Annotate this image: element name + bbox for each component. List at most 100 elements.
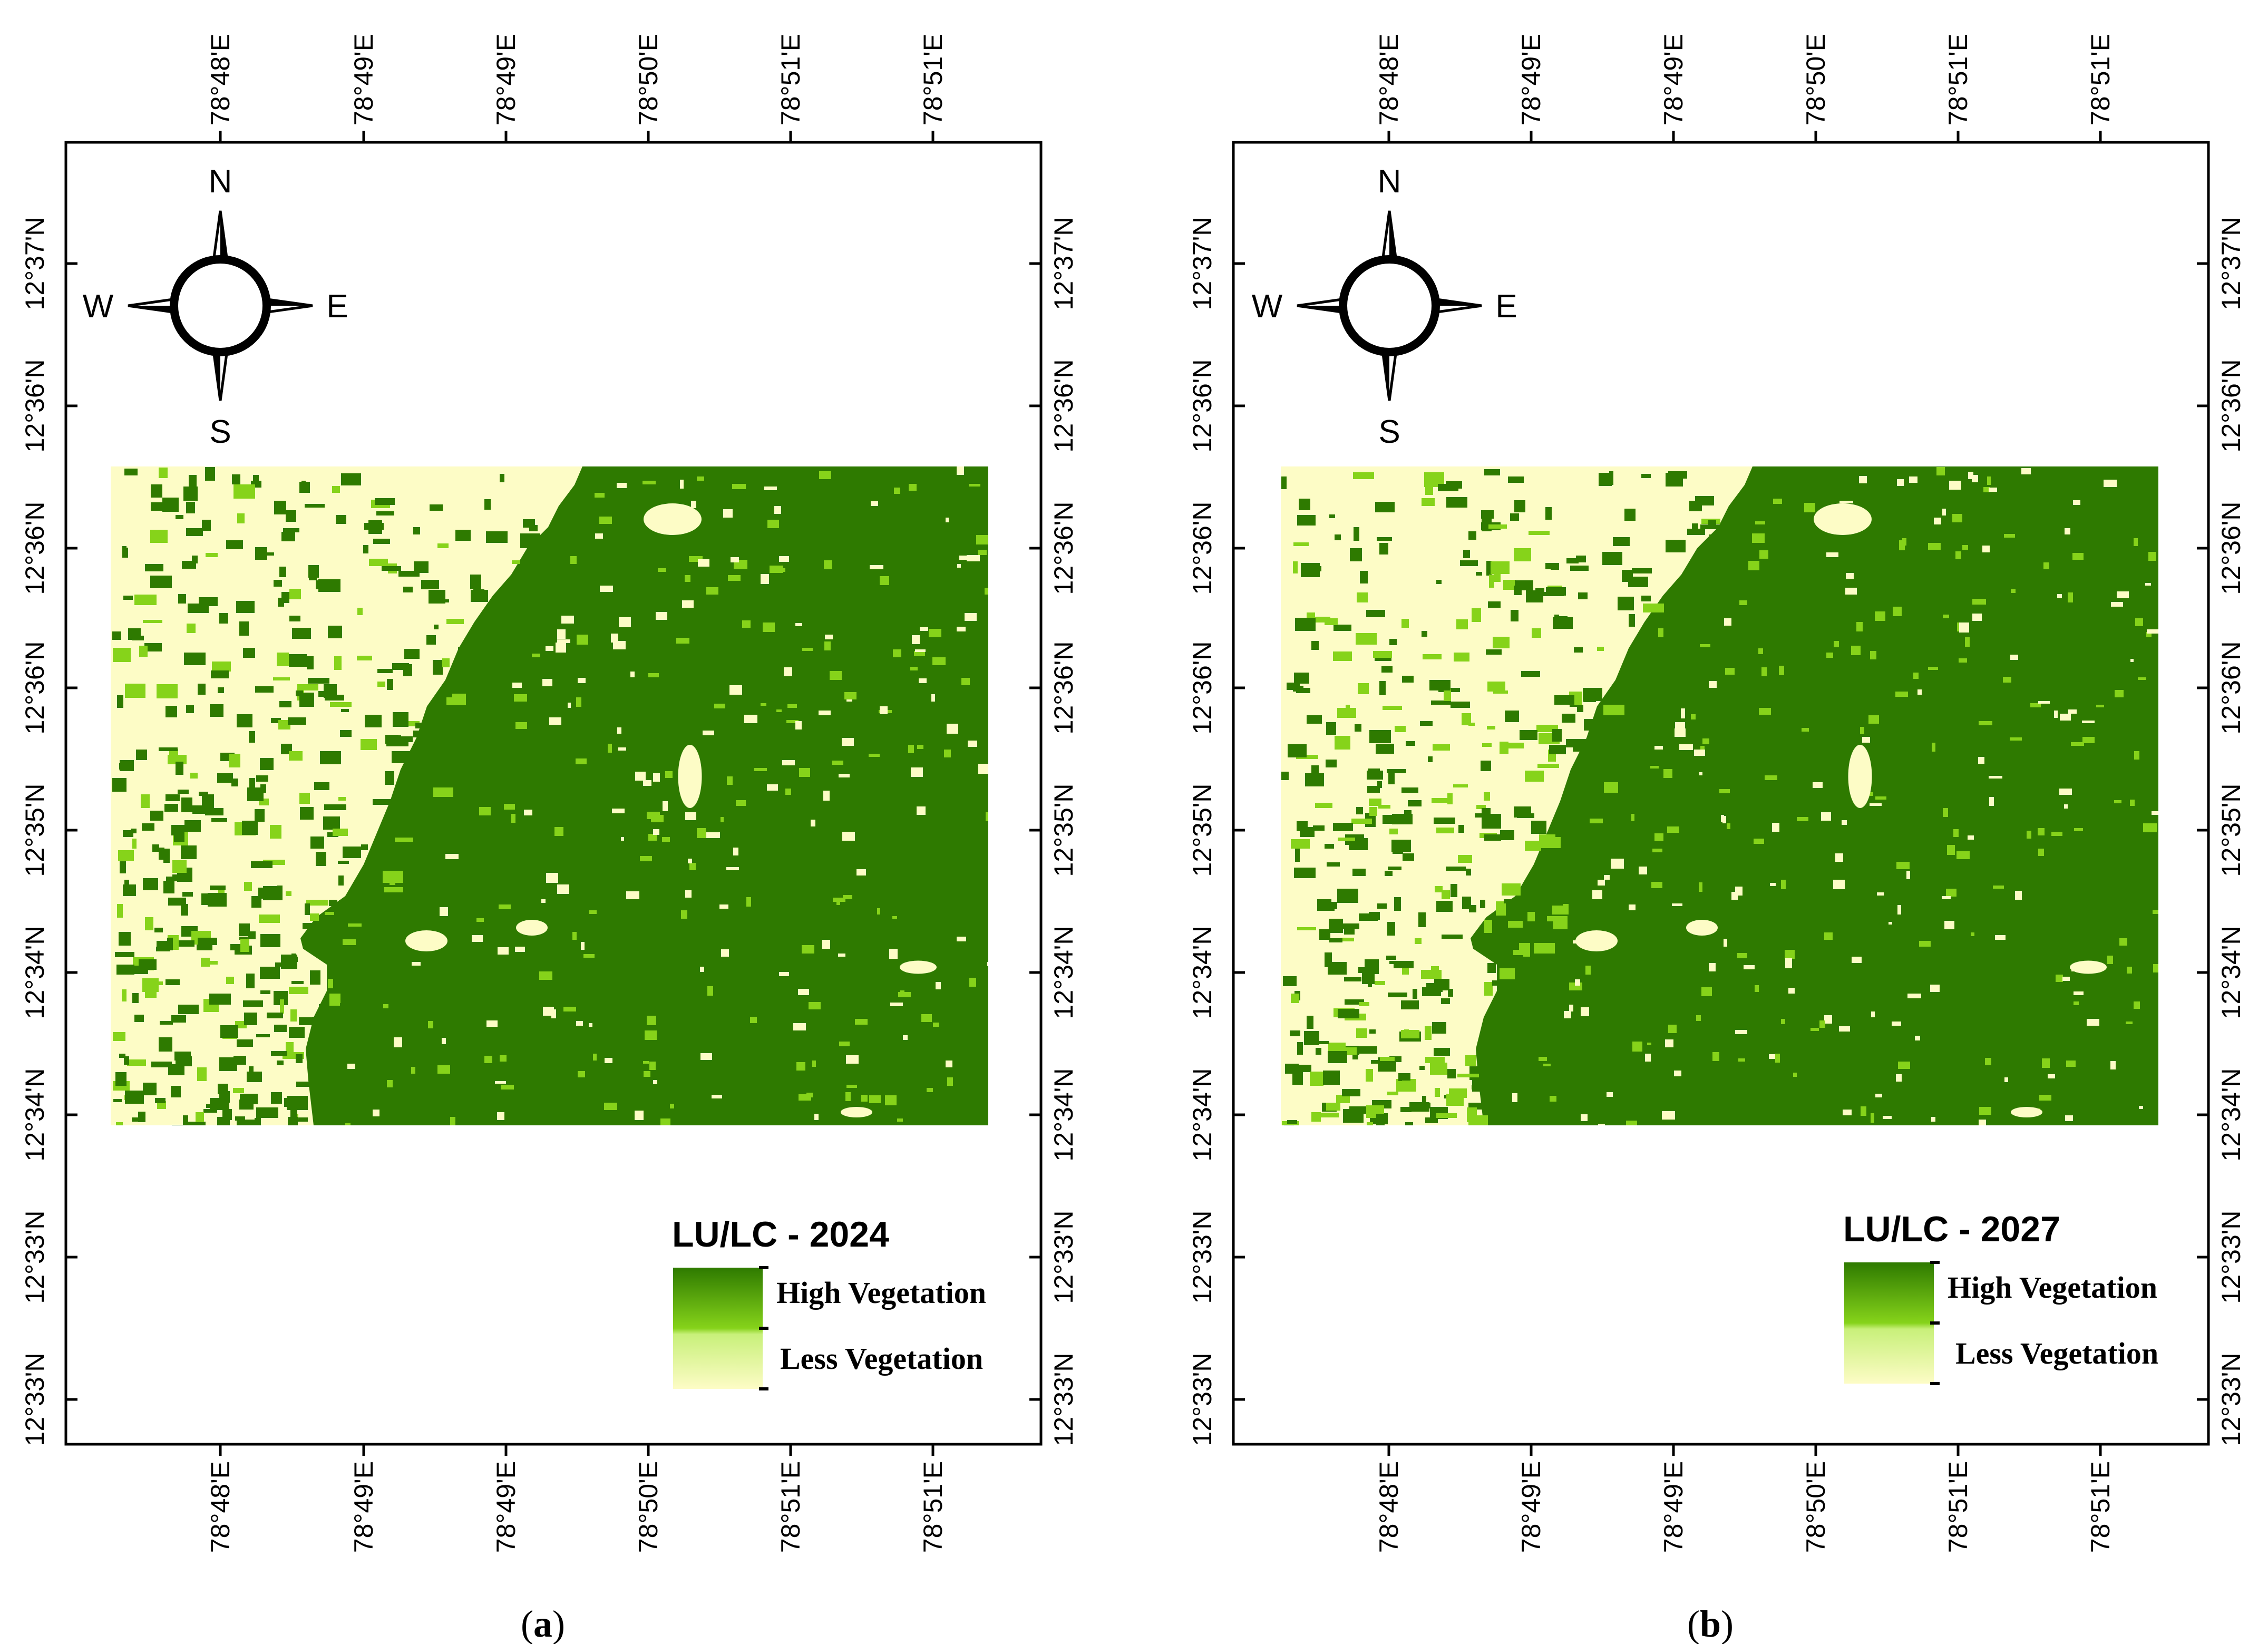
raster-cell bbox=[479, 807, 491, 815]
raster-cell bbox=[369, 559, 388, 566]
raster-cell bbox=[1759, 550, 1768, 559]
raster-cell bbox=[2060, 714, 2071, 721]
raster-cell bbox=[846, 1055, 859, 1064]
raster-cell bbox=[1675, 728, 1686, 737]
raster-cell bbox=[1993, 886, 2004, 889]
raster-cell bbox=[1834, 641, 1839, 647]
raster-cell bbox=[855, 1019, 868, 1025]
raster-cell bbox=[577, 635, 588, 645]
raster-cell bbox=[2066, 1061, 2076, 1067]
raster-cell bbox=[1369, 799, 1381, 806]
raster-cell bbox=[1281, 772, 1289, 780]
raster-cell bbox=[1503, 985, 1521, 1000]
raster-cell bbox=[1367, 786, 1380, 793]
raster-cell bbox=[1581, 1007, 1589, 1016]
raster-cell bbox=[1296, 688, 1310, 693]
raster-cell bbox=[176, 515, 183, 519]
raster-cell bbox=[1328, 1043, 1346, 1051]
raster-cell bbox=[689, 863, 696, 870]
raster-cell bbox=[373, 1110, 379, 1116]
raster-cell bbox=[217, 773, 233, 783]
bottom-tick-label: 78°51'E bbox=[2086, 1461, 2115, 1553]
raster-cell bbox=[210, 886, 226, 890]
raster-cell bbox=[957, 564, 961, 568]
right-tick-label: 12°35'N bbox=[1049, 784, 1078, 877]
raster-cell bbox=[1824, 1015, 1832, 1024]
raster-cell bbox=[348, 923, 362, 927]
raster-cell bbox=[332, 486, 340, 493]
compass-label-south: S bbox=[209, 414, 231, 450]
raster-cell bbox=[116, 965, 134, 975]
top-tick-label: 78°50'E bbox=[1801, 34, 1831, 125]
raster-cell bbox=[1297, 1042, 1303, 1055]
raster-cell bbox=[2068, 592, 2073, 602]
raster-cell bbox=[1482, 743, 1492, 747]
raster-cell bbox=[1505, 955, 1523, 969]
raster-cell bbox=[1392, 814, 1413, 824]
raster-cell bbox=[445, 854, 459, 859]
raster-cell bbox=[893, 649, 901, 657]
raster-cell bbox=[1340, 938, 1354, 941]
raster-cell bbox=[412, 962, 421, 966]
raster-cell bbox=[561, 616, 574, 624]
raster-cell bbox=[1906, 871, 1910, 879]
raster-cell bbox=[700, 1053, 712, 1060]
raster-cell bbox=[2054, 711, 2058, 718]
raster-cell bbox=[1472, 1078, 1486, 1092]
raster-cell bbox=[541, 899, 546, 903]
raster-cell bbox=[2071, 742, 2084, 746]
raster-cell bbox=[1821, 812, 1831, 821]
raster-cell bbox=[719, 904, 728, 909]
top-tick-label: 78°51'E bbox=[776, 34, 805, 125]
raster-cell bbox=[706, 832, 720, 838]
raster-cell bbox=[347, 1064, 355, 1069]
raster-cell bbox=[1699, 882, 1702, 892]
raster-cell bbox=[145, 917, 153, 930]
raster-cell bbox=[1356, 633, 1377, 645]
raster-cell bbox=[1531, 821, 1546, 834]
raster-cell bbox=[2030, 703, 2041, 707]
legend-item-high-vegetation: High Vegetation bbox=[1948, 1270, 2157, 1305]
raster-cell bbox=[120, 760, 134, 771]
right-tick-label: 12°34'N bbox=[1049, 926, 1078, 1019]
raster-cell bbox=[1788, 988, 1795, 994]
raster-cell bbox=[1607, 1092, 1613, 1097]
bottom-longitude-ticks: 78°48'E 78°49'E 78°49'E 78°50'E 78°51'E 78°51… bbox=[1374, 1444, 2115, 1553]
raster-cell bbox=[112, 778, 126, 792]
raster-cell bbox=[761, 703, 766, 706]
raster-cell bbox=[1484, 469, 1500, 475]
raster-cell bbox=[178, 1005, 199, 1014]
raster-cell bbox=[328, 626, 342, 638]
raster-cell bbox=[263, 860, 285, 865]
raster-cell bbox=[1611, 859, 1624, 869]
raster-cell bbox=[1972, 599, 1986, 605]
raster-cell bbox=[229, 754, 240, 767]
raster-cell bbox=[1409, 1102, 1429, 1112]
raster-cell bbox=[1839, 1026, 1850, 1032]
raster-cell bbox=[249, 731, 255, 743]
raster-cell bbox=[1369, 912, 1380, 920]
raster-cell bbox=[1569, 822, 1575, 826]
raster-cell bbox=[599, 517, 612, 524]
raster-cell bbox=[243, 648, 255, 658]
raster-cell bbox=[1985, 1058, 1991, 1065]
raster-cell bbox=[220, 1025, 238, 1038]
raster-cell bbox=[1438, 484, 1458, 491]
raster-cell bbox=[1425, 483, 1433, 495]
raster-cell bbox=[1819, 1020, 1825, 1028]
right-tick-label: 12°36'N bbox=[1049, 359, 1078, 453]
raster-cell bbox=[1430, 1063, 1447, 1075]
raster-cell bbox=[1386, 956, 1396, 960]
raster-cell bbox=[1402, 1081, 1415, 1090]
raster-cell bbox=[1665, 1039, 1673, 1047]
raster-cell bbox=[512, 560, 520, 564]
raster-cell bbox=[1833, 880, 1845, 889]
raster-cell bbox=[1632, 568, 1652, 573]
raster-cell bbox=[289, 1027, 305, 1038]
raster-cell bbox=[310, 913, 319, 921]
compass-ring bbox=[170, 255, 271, 356]
raster-cell bbox=[1401, 1000, 1419, 1009]
raster-cell bbox=[1288, 744, 1307, 757]
raster-cell bbox=[1541, 837, 1561, 848]
raster-cell bbox=[1469, 1066, 1484, 1080]
